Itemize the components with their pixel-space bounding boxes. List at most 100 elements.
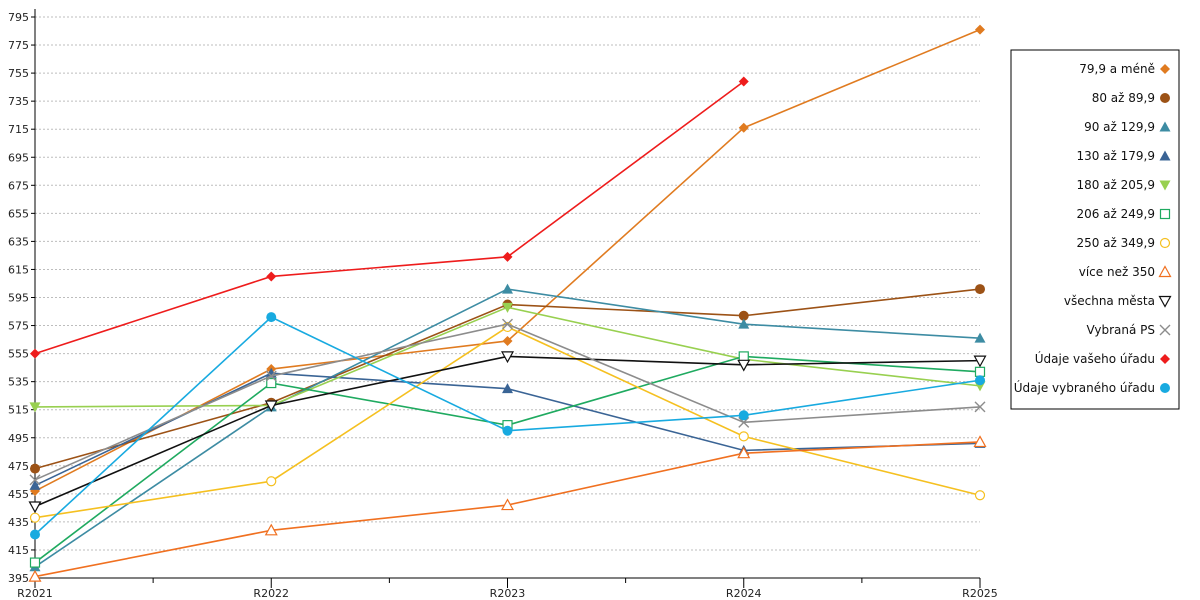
data-point — [266, 271, 277, 282]
series-206-az-249-9 — [29, 351, 986, 568]
x-tick-label: R2021 — [17, 587, 53, 600]
y-tick-label: 455 — [8, 488, 29, 501]
data-point — [974, 366, 986, 377]
data-point — [266, 312, 277, 323]
legend-marker — [1160, 354, 1170, 364]
data-point — [28, 569, 42, 582]
y-tick-label: 495 — [8, 432, 29, 445]
legend-label: 90 až 129,9 — [1084, 120, 1155, 134]
series-250-az-349-9 — [29, 321, 986, 523]
legend-item: 90 až 129,9 — [1084, 120, 1171, 134]
y-tick-label: 695 — [8, 151, 29, 164]
legend-item: více než 350 — [1079, 265, 1172, 279]
x-tick-label: R2024 — [726, 587, 762, 600]
y-tick-label: 615 — [8, 263, 29, 276]
data-point — [738, 351, 749, 362]
data-point — [502, 251, 513, 262]
y-tick-label: 595 — [8, 292, 29, 305]
data-point — [975, 284, 985, 295]
legend-marker — [1159, 150, 1171, 161]
data-point — [737, 446, 751, 459]
y-tick-label: 555 — [8, 348, 29, 361]
y-tick-label: 515 — [8, 404, 29, 417]
data-point — [502, 302, 513, 313]
data-point — [974, 332, 986, 343]
data-point — [266, 476, 277, 487]
legend-marker — [1160, 93, 1170, 103]
data-point — [30, 348, 40, 359]
y-tick-label: 535 — [8, 376, 29, 389]
legend-label: 80 až 89,9 — [1092, 91, 1155, 105]
legend-marker — [1160, 383, 1170, 393]
legend-item: 250 až 349,9 — [1076, 236, 1171, 250]
x-tick-label: R2025 — [962, 587, 998, 600]
data-point — [738, 122, 749, 133]
data-point — [30, 463, 40, 474]
legend-item: 130 až 179,9 — [1076, 149, 1171, 163]
data-point — [266, 377, 277, 389]
data-point — [502, 335, 513, 346]
y-tick-label: 655 — [8, 207, 29, 220]
legend-marker — [1159, 208, 1171, 220]
y-tick-label: 775 — [8, 39, 29, 52]
data-point — [30, 529, 40, 540]
legend-item: 79,9 a méně — [1079, 62, 1170, 76]
legend-label: 79,9 a méně — [1079, 62, 1155, 76]
data-point — [738, 310, 749, 321]
y-tick-label: 415 — [8, 544, 29, 557]
data-point — [738, 410, 749, 421]
y-tick-label: 435 — [8, 516, 29, 529]
data-point — [973, 355, 987, 368]
data-point — [29, 479, 41, 490]
series-vice-nez-350 — [28, 435, 987, 582]
y-tick-label: 675 — [8, 179, 29, 192]
series-line — [34, 80, 745, 355]
y-tick-label: 575 — [8, 320, 29, 333]
y-tick-label: 755 — [8, 67, 29, 80]
y-tick-label: 635 — [8, 235, 29, 248]
legend-label: Údaje vybraného úřadu — [1014, 380, 1155, 395]
data-point — [975, 375, 985, 386]
series-udaje-vybraneho-uradu — [30, 312, 985, 540]
legend-marker — [1160, 64, 1170, 74]
legend-label: 250 až 349,9 — [1076, 236, 1155, 250]
data-point — [29, 512, 41, 523]
legend-item: všechna města — [1064, 294, 1172, 308]
x-tick-label: R2022 — [253, 587, 289, 600]
legend-label: 206 až 249,9 — [1076, 207, 1155, 221]
legend-box — [1010, 49, 1180, 410]
series-udaje-vaseho-uradu — [30, 76, 749, 359]
legend-marker — [1158, 295, 1172, 308]
legend-marker — [1159, 180, 1171, 191]
legend-label: více než 350 — [1079, 265, 1155, 279]
data-point — [973, 435, 987, 448]
y-tick-label: 395 — [8, 572, 29, 585]
data-point — [29, 402, 41, 413]
data-point — [737, 359, 751, 372]
series-line — [34, 288, 981, 470]
data-point — [502, 283, 513, 294]
y-tick-label: 475 — [8, 460, 29, 473]
legend-label: 180 až 205,9 — [1076, 178, 1155, 192]
data-point — [265, 370, 277, 382]
data-point — [502, 383, 513, 394]
legend-item: Údaje vybraného úřadu — [1014, 380, 1170, 395]
legend-marker — [1159, 121, 1171, 132]
data-point — [974, 490, 986, 501]
legend-label: 130 až 179,9 — [1076, 149, 1155, 163]
data-point — [502, 425, 513, 436]
series-vybrana-ps — [29, 318, 986, 486]
legend-label: Údaje vašeho úřadu — [1035, 351, 1155, 366]
legend: 79,9 a méně 80 až 89,9 90 až 129,9 130 až 1… — [1010, 49, 1180, 410]
data-point — [500, 498, 515, 511]
legend-label: všechna města — [1064, 294, 1155, 308]
legend-marker — [1159, 237, 1171, 249]
legend-item: 206 až 249,9 — [1076, 207, 1171, 221]
y-tick-label: 795 — [8, 11, 29, 24]
legend-label: Vybraná PS — [1086, 323, 1155, 337]
data-point — [502, 318, 513, 330]
data-point — [738, 318, 750, 329]
y-tick-label: 715 — [8, 123, 29, 136]
data-point — [28, 501, 42, 514]
legend-item: 180 až 205,9 — [1076, 178, 1171, 192]
